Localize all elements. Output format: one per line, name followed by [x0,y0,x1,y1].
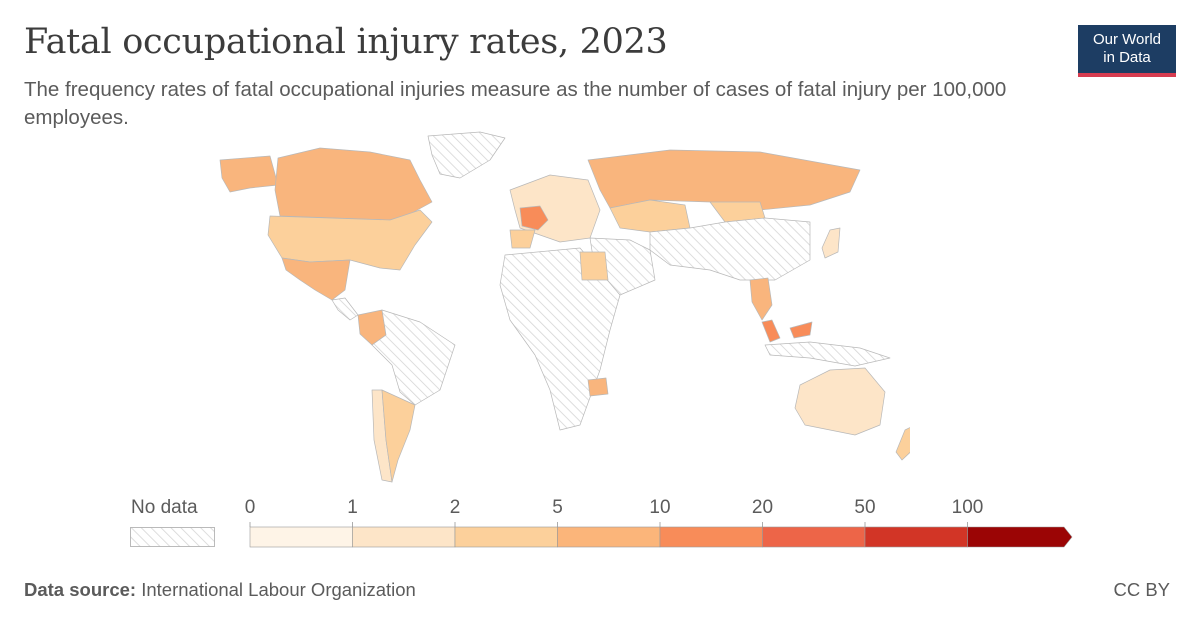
legend-tick-label: 20 [751,497,774,518]
legend-tick-label: 2 [449,497,461,518]
malaysia-borneo[interactable] [789,321,813,339]
greenland[interactable] [427,131,506,179]
mexico[interactable] [281,257,351,301]
thailand[interactable] [749,277,773,321]
france[interactable] [519,205,549,231]
japan[interactable] [821,227,841,259]
no-data-label: No data [131,497,198,518]
legend-bin-4[interactable] [659,526,763,548]
asia-no-data[interactable] [649,217,811,281]
egypt[interactable] [579,251,609,281]
data-source: Data source: International Labour Organi… [24,579,416,601]
legend-bin-3[interactable] [557,526,661,548]
zimbabwe[interactable] [587,377,609,397]
chart-title: Fatal occupational injury rates, 2023 [24,22,668,62]
indonesia[interactable] [764,341,891,367]
russia[interactable] [587,149,861,211]
new-zealand[interactable] [895,425,910,461]
world-map[interactable] [110,130,910,490]
legend-bin-6[interactable] [864,526,968,548]
legend-tick-label: 100 [951,497,984,518]
logo-line-2: in Data [1103,49,1151,66]
data-source-label: Data source: [24,579,137,600]
owid-logo[interactable]: Our World in Data [1078,25,1176,77]
legend-tick-label: 10 [649,497,671,518]
legend-bin-0[interactable] [249,526,353,548]
legend-bin-1[interactable] [352,526,456,548]
chart-subtitle: The frequency rates of fatal occupationa… [24,78,1007,129]
legend-tick-label: 0 [244,497,256,518]
south-america[interactable] [371,309,456,406]
usa[interactable] [267,209,433,271]
canada[interactable] [274,147,433,221]
malaysia[interactable] [761,319,781,343]
legend-color-scale[interactable] [245,522,1075,552]
legend-tick-label: 1 [347,497,358,518]
data-source-value[interactable]: International Labour Organization [141,579,416,600]
legend-bin-7[interactable] [967,526,1073,548]
no-data-swatch [130,527,215,547]
alaska[interactable] [219,155,279,193]
legend-tick-label: 5 [552,497,563,518]
argentina[interactable] [381,389,416,483]
logo-line-1: Our World [1092,31,1162,48]
australia[interactable] [794,367,886,436]
legend-bin-5[interactable] [762,526,866,548]
legend-tick-label: 50 [854,497,876,518]
legend-bin-2[interactable] [454,526,558,548]
license[interactable]: CC BY [1113,579,1170,600]
iberia[interactable] [509,229,536,249]
central-america[interactable] [331,297,359,321]
